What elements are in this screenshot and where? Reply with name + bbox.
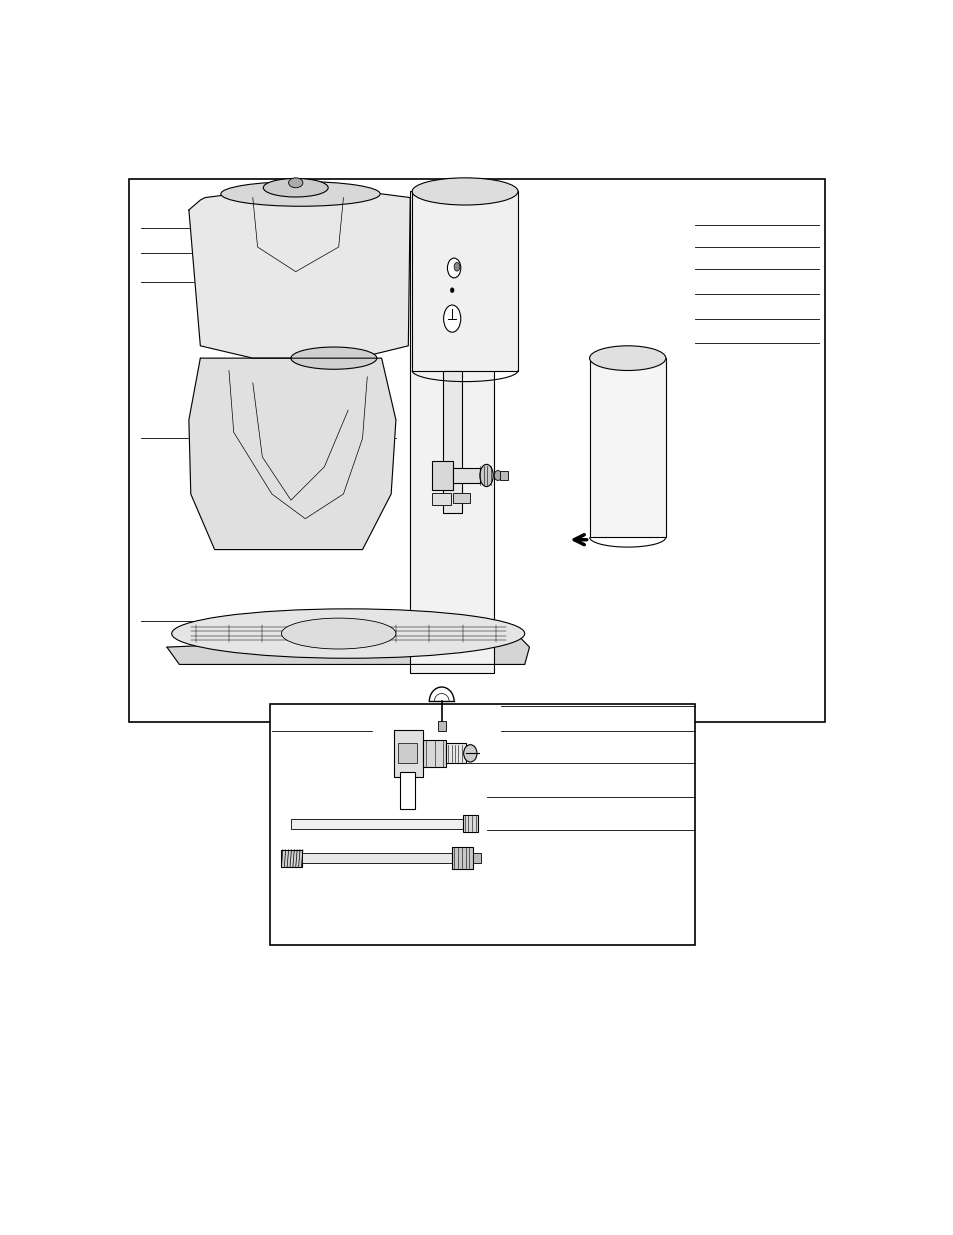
Bar [432,461,453,490]
Bar [589,358,665,537]
Ellipse shape [454,263,459,272]
Bar [453,493,470,503]
Bar [397,743,416,763]
Bar [499,471,507,480]
Ellipse shape [443,305,460,332]
Polygon shape [189,358,395,550]
Bar [129,179,824,722]
Bar [452,847,473,869]
Ellipse shape [263,179,328,198]
Ellipse shape [221,182,379,206]
Polygon shape [167,632,529,664]
Bar [412,191,517,370]
Ellipse shape [450,288,454,293]
Ellipse shape [172,609,524,658]
Ellipse shape [494,471,501,480]
Polygon shape [189,191,410,358]
Bar [281,850,302,867]
Bar [453,468,479,483]
Bar [302,853,452,863]
Bar [437,721,445,731]
Bar [432,493,451,505]
Ellipse shape [447,258,460,278]
Bar [446,743,465,763]
Ellipse shape [479,464,493,487]
Bar [473,853,480,863]
Bar [399,772,415,809]
Ellipse shape [288,178,302,188]
Ellipse shape [412,178,517,205]
Bar [291,819,462,829]
Bar [422,740,446,767]
Ellipse shape [291,347,376,369]
Bar [442,370,461,513]
Ellipse shape [589,346,665,370]
Bar [270,704,694,945]
Ellipse shape [281,619,395,650]
Bar [410,191,494,673]
Bar [394,730,422,777]
Bar [462,815,477,832]
Ellipse shape [463,745,476,762]
